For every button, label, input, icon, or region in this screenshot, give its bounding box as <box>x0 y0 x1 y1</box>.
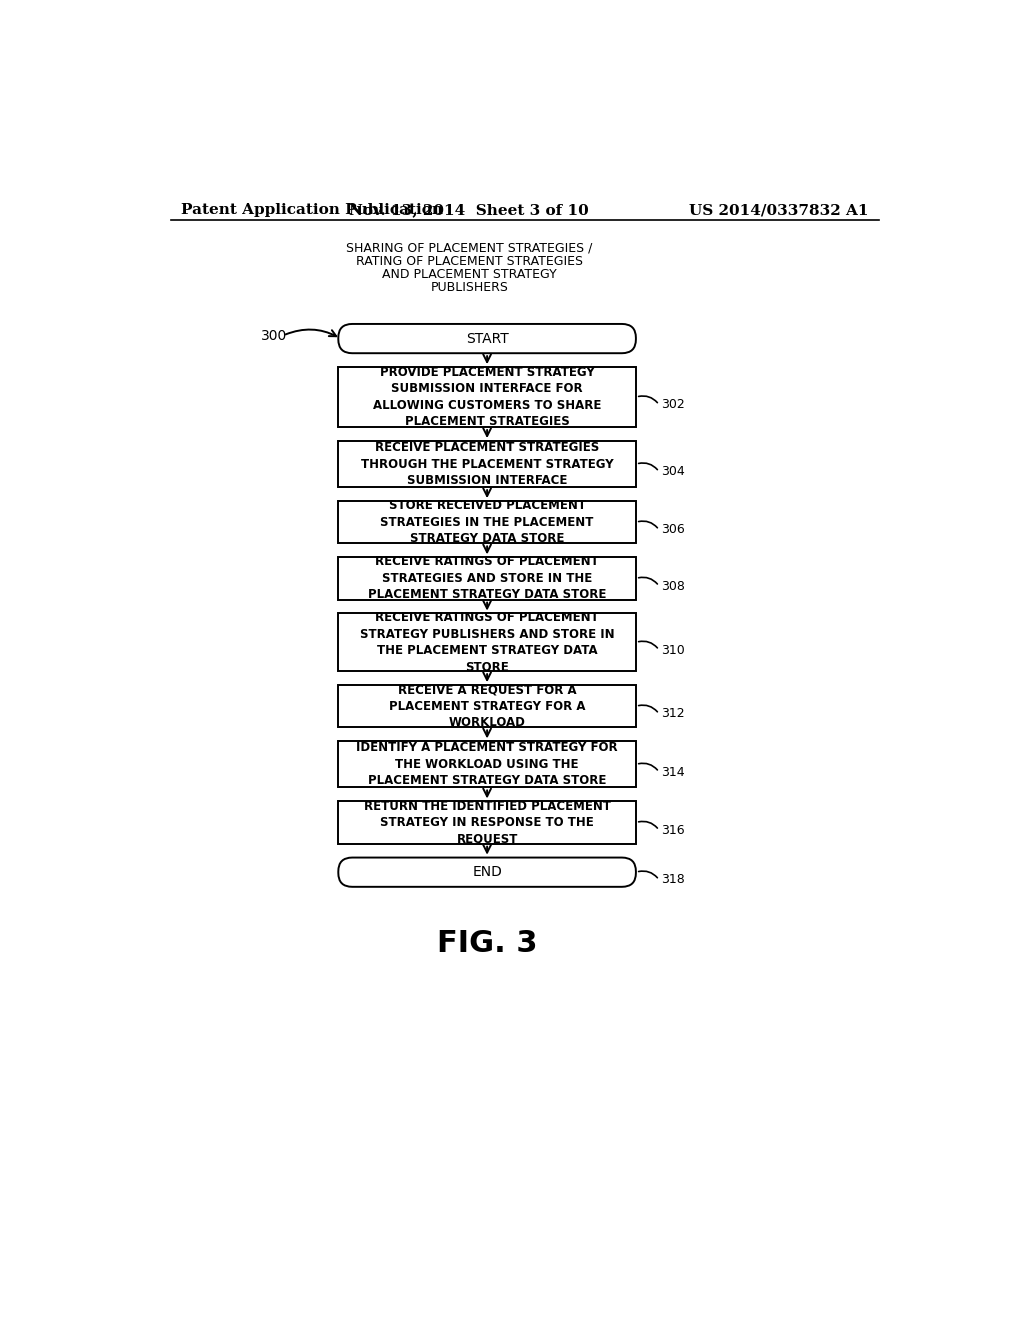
Text: Nov. 13, 2014  Sheet 3 of 10: Nov. 13, 2014 Sheet 3 of 10 <box>349 203 589 216</box>
Text: 306: 306 <box>662 524 685 536</box>
Text: FIG. 3: FIG. 3 <box>437 929 538 958</box>
Text: RATING OF PLACEMENT STRATEGIES: RATING OF PLACEMENT STRATEGIES <box>355 255 583 268</box>
Text: 302: 302 <box>662 399 685 412</box>
Text: 300: 300 <box>260 330 287 343</box>
Text: 316: 316 <box>662 824 685 837</box>
Text: PROVIDE PLACEMENT STRATEGY
SUBMISSION INTERFACE FOR
ALLOWING CUSTOMERS TO SHARE
: PROVIDE PLACEMENT STRATEGY SUBMISSION IN… <box>373 366 601 429</box>
Bar <box>338 557 636 599</box>
FancyBboxPatch shape <box>338 323 636 354</box>
Text: 318: 318 <box>662 874 685 887</box>
Bar <box>338 441 636 487</box>
Text: RECEIVE RATINGS OF PLACEMENT
STRATEGY PUBLISHERS AND STORE IN
THE PLACEMENT STRA: RECEIVE RATINGS OF PLACEMENT STRATEGY PU… <box>359 611 614 673</box>
Text: RECEIVE A REQUEST FOR A
PLACEMENT STRATEGY FOR A
WORKLOAD: RECEIVE A REQUEST FOR A PLACEMENT STRATE… <box>389 684 586 729</box>
Text: RECEIVE PLACEMENT STRATEGIES
THROUGH THE PLACEMENT STRATEGY
SUBMISSION INTERFACE: RECEIVE PLACEMENT STRATEGIES THROUGH THE… <box>360 441 613 487</box>
Text: Patent Application Publication: Patent Application Publication <box>180 203 442 216</box>
Text: 312: 312 <box>662 708 685 721</box>
Text: PUBLISHERS: PUBLISHERS <box>430 281 508 294</box>
Text: 308: 308 <box>662 579 685 593</box>
Bar <box>338 614 636 671</box>
Bar <box>338 367 636 428</box>
Text: US 2014/0337832 A1: US 2014/0337832 A1 <box>689 203 869 216</box>
Text: END: END <box>472 865 502 879</box>
Text: RECEIVE RATINGS OF PLACEMENT
STRATEGIES AND STORE IN THE
PLACEMENT STRATEGY DATA: RECEIVE RATINGS OF PLACEMENT STRATEGIES … <box>368 556 606 602</box>
Bar <box>338 801 636 843</box>
Text: START: START <box>466 331 509 346</box>
Text: AND PLACEMENT STRATEGY: AND PLACEMENT STRATEGY <box>382 268 557 281</box>
Text: 310: 310 <box>662 644 685 656</box>
FancyBboxPatch shape <box>338 858 636 887</box>
Text: 304: 304 <box>662 465 685 478</box>
Text: SHARING OF PLACEMENT STRATEGIES /: SHARING OF PLACEMENT STRATEGIES / <box>346 242 593 255</box>
Bar <box>338 685 636 727</box>
Text: RETURN THE IDENTIFIED PLACEMENT
STRATEGY IN RESPONSE TO THE
REQUEST: RETURN THE IDENTIFIED PLACEMENT STRATEGY… <box>364 800 610 846</box>
Bar <box>338 502 636 544</box>
Text: 314: 314 <box>662 766 685 779</box>
Text: IDENTIFY A PLACEMENT STRATEGY FOR
THE WORKLOAD USING THE
PLACEMENT STRATEGY DATA: IDENTIFY A PLACEMENT STRATEGY FOR THE WO… <box>356 742 617 788</box>
Bar <box>338 742 636 788</box>
Text: STORE RECEIVED PLACEMENT
STRATEGIES IN THE PLACEMENT
STRATEGY DATA STORE: STORE RECEIVED PLACEMENT STRATEGIES IN T… <box>381 499 594 545</box>
